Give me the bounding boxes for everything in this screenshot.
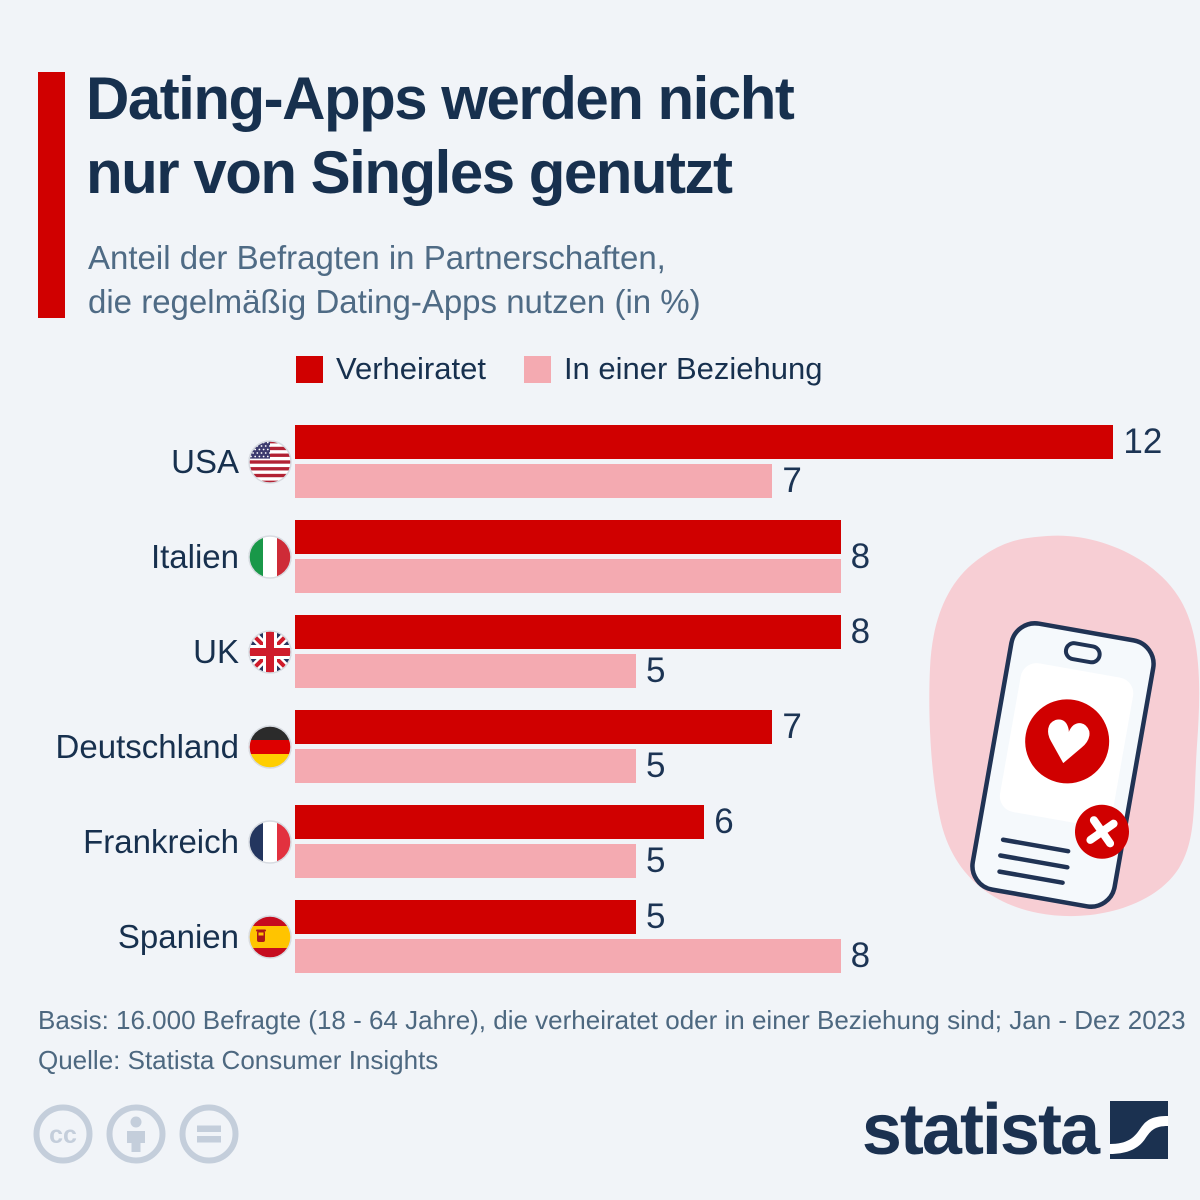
- value-label-verheiratet: 6: [714, 802, 734, 841]
- subtitle-line-1: Anteil der Befragten in Partnerschaften,: [88, 239, 666, 276]
- bar-beziehung-italien: [295, 559, 841, 593]
- country-label: Frankreich: [0, 805, 295, 878]
- italy-flag-icon: [248, 534, 292, 579]
- bar-beziehung-deutschland: [295, 749, 636, 783]
- country-name: Deutschland: [55, 727, 239, 765]
- germany-flag-icon: [248, 724, 292, 769]
- chart-legend: Verheiratet In einer Beziehung: [296, 351, 822, 387]
- title-accent-bar: [38, 72, 65, 318]
- usa-flag-icon: [248, 439, 292, 484]
- title-line-2: nur von Singles genutzt: [86, 139, 733, 206]
- country-name: USA: [171, 442, 239, 480]
- bars-area: 8: [295, 520, 1200, 593]
- bar-group-spanien: Spanien 5 8: [0, 897, 1200, 975]
- country-label: UK: [0, 615, 295, 688]
- legend-swatch-pink: [523, 355, 551, 383]
- country-name: UK: [193, 632, 239, 670]
- legend-label: In einer Beziehung: [563, 351, 823, 386]
- cc-icon: cc: [33, 1104, 93, 1164]
- legend-swatch-red: [296, 355, 323, 383]
- bar-verheiratet-spanien: [295, 900, 636, 934]
- country-label: Spanien: [0, 900, 295, 973]
- statista-logo-icon: [1110, 1101, 1168, 1159]
- bar-group-italien: Italien 8: [0, 520, 1200, 593]
- svg-text:cc: cc: [49, 1121, 77, 1149]
- bar-chart: USA 12 7 Italien 8 UK 8 5 Deutschland 7 5 Frankreic…: [0, 422, 1200, 975]
- license-icons: cc: [33, 1104, 239, 1164]
- bar-verheiratet-frankreich: [295, 805, 705, 839]
- bar-beziehung-frankreich: [295, 844, 636, 878]
- bar-verheiratet-uk: [295, 615, 841, 649]
- spain-flag-icon: [248, 914, 292, 959]
- legend-label: Verheiratet: [336, 351, 486, 386]
- bar-beziehung-usa: [295, 464, 773, 498]
- value-label-beziehung: 7: [782, 461, 802, 500]
- value-label-beziehung: 5: [646, 746, 666, 785]
- country-name: Frankreich: [83, 822, 239, 860]
- bar-verheiratet-usa: [295, 425, 1114, 459]
- statista-wordmark: statista: [861, 1090, 1100, 1170]
- value-label-verheiratet: 8: [850, 612, 871, 651]
- title-line-1: Dating-Apps werden nicht: [86, 65, 795, 132]
- bar-group-uk: UK 8 5: [0, 612, 1200, 690]
- bar-verheiratet-deutschland: [295, 710, 773, 744]
- bars-area: 12 7: [295, 422, 1200, 500]
- value-label-verheiratet: 7: [782, 707, 802, 746]
- source-footer: Basis: 16.000 Befragte (18 - 64 Jahre), …: [38, 1000, 1186, 1080]
- bar-group-usa: USA 12 7: [0, 422, 1200, 500]
- country-name: Italien: [150, 537, 239, 575]
- country-label: Italien: [0, 520, 295, 593]
- legend-item-verheiratet: Verheiratet: [296, 351, 486, 387]
- value-label-shared: 8: [850, 537, 871, 576]
- no-derivatives-equals-icon: [179, 1104, 239, 1164]
- value-label-verheiratet: 12: [1123, 422, 1163, 461]
- uk-flag-icon: [248, 629, 292, 674]
- basis-note: Basis: 16.000 Befragte (18 - 64 Jahre), …: [38, 1005, 1186, 1035]
- country-label: Deutschland: [0, 710, 295, 783]
- bar-beziehung-uk: [295, 654, 636, 688]
- value-label-beziehung: 8: [850, 936, 871, 975]
- value-label-beziehung: 5: [646, 651, 666, 690]
- page-subtitle: Anteil der Befragten in Partnerschaften,…: [88, 236, 701, 324]
- statista-branding: statista: [861, 1090, 1168, 1170]
- france-flag-icon: [248, 819, 292, 864]
- value-label-beziehung: 5: [646, 841, 666, 880]
- attribution-person-icon: [106, 1104, 166, 1164]
- bar-beziehung-spanien: [295, 939, 841, 973]
- bar-group-frankreich: Frankreich 6 5: [0, 802, 1200, 880]
- value-label-verheiratet: 5: [646, 897, 666, 936]
- bar-verheiratet-italien: [295, 520, 841, 554]
- page-title: Dating-Apps werden nicht nur von Singles…: [86, 62, 795, 210]
- bar-group-deutschland: Deutschland 7 5: [0, 707, 1200, 785]
- country-name: Spanien: [117, 917, 239, 955]
- country-label: USA: [0, 425, 295, 498]
- subtitle-line-2: die regelmäßig Dating-Apps nutzen (in %): [88, 283, 701, 320]
- legend-item-in-einer-beziehung: In einer Beziehung: [523, 351, 823, 387]
- source-note: Quelle: Statista Consumer Insights: [38, 1045, 439, 1075]
